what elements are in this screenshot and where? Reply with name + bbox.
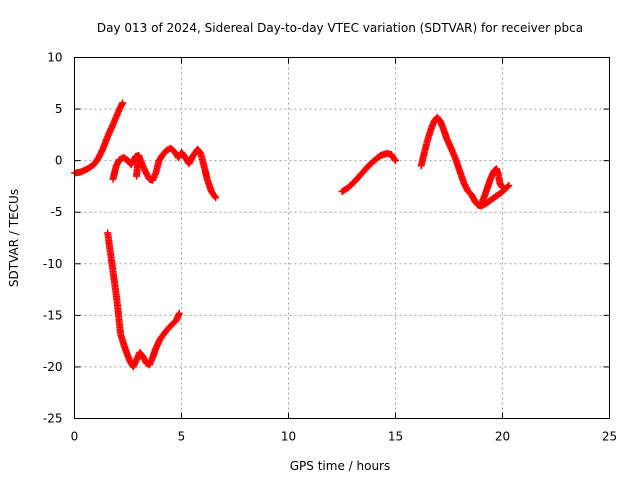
y-tick-label: -5: [51, 205, 63, 219]
x-tick-label: 5: [178, 430, 186, 444]
x-tick-label: 10: [281, 430, 296, 444]
data-series-arc-3: [133, 151, 143, 180]
chart-title: Day 013 of 2024, Sidereal Day-to-day VTE…: [97, 21, 583, 35]
data-point: [119, 99, 127, 107]
data-point: [504, 182, 512, 190]
data-series-arc-2: [109, 144, 220, 202]
data-point: [391, 155, 399, 163]
y-axis-label: SDTVAR / TECUs: [7, 189, 21, 287]
data-point: [175, 309, 183, 317]
data-point: [135, 151, 143, 159]
x-tick-label: 20: [495, 430, 510, 444]
data-series-arc-7: [477, 165, 506, 208]
data-series-arc-6: [417, 113, 513, 210]
x-tick-label: 25: [602, 430, 617, 444]
grid-lines: [74, 57, 610, 419]
y-tick-label: -20: [43, 360, 63, 374]
y-tick-label: 0: [55, 154, 63, 168]
y-tick-label: -10: [43, 257, 63, 271]
x-tick-label: 15: [388, 430, 403, 444]
x-tick-label: 0: [71, 430, 79, 444]
data-series-arc-5: [338, 149, 399, 196]
data-point: [392, 157, 399, 165]
data-point: [118, 100, 126, 108]
data-series-arc-4: [104, 229, 183, 371]
data-point: [505, 181, 513, 189]
data-points: [71, 99, 513, 371]
data-point: [211, 193, 219, 201]
data-point: [499, 183, 506, 191]
y-tick-label: 5: [55, 102, 63, 116]
plot-frame: [74, 57, 610, 419]
data-series-arc-1: [71, 99, 127, 177]
y-tick-label: -25: [43, 412, 63, 426]
x-axis-label: GPS time / hours: [290, 459, 391, 473]
y-tick-label: -15: [43, 308, 63, 322]
y-tick-label: 10: [47, 51, 62, 65]
data-point: [212, 194, 220, 202]
